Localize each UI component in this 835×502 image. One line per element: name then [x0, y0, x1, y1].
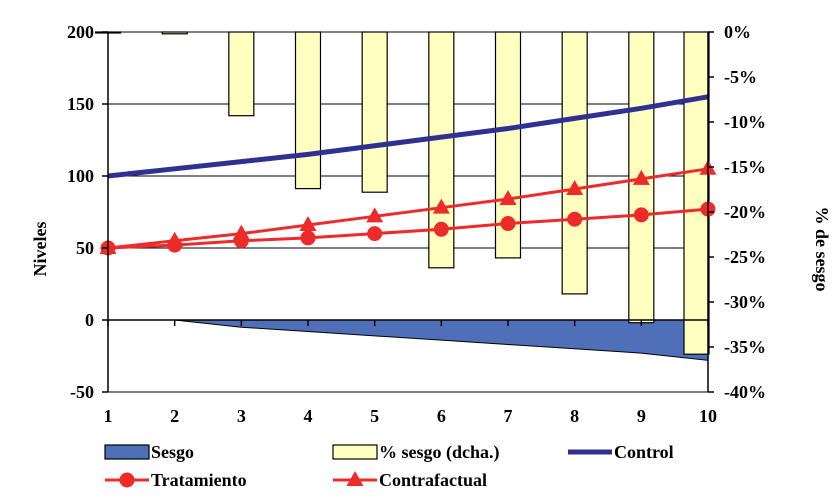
- y2-tick-label--25: -25%: [724, 247, 766, 267]
- point-tratamiento-7: [500, 216, 516, 232]
- point-contrafactual-8: [566, 179, 584, 195]
- y-tick-label-100: 100: [67, 166, 94, 186]
- legend: Sesgo % sesgo (dcha.) Control Tratamiento Co…: [104, 442, 674, 490]
- x-tick-label-7: 7: [504, 406, 513, 426]
- point-contrafactual-7: [499, 190, 517, 206]
- legend-item-control: Control: [568, 442, 674, 462]
- y2-tick-label--20: -20%: [724, 202, 766, 222]
- legend-marker-tratamiento: [119, 472, 135, 488]
- point-tratamiento-4: [300, 230, 316, 246]
- bar-pct-8: [561, 31, 588, 295]
- legend-marker-contrafactual: [346, 471, 364, 486]
- legend-item-sesgo: Sesgo: [104, 442, 194, 462]
- point-tratamiento-9: [633, 207, 649, 223]
- bar-pct-3: [228, 31, 255, 117]
- point-tratamiento-8: [567, 211, 583, 227]
- bar-layer: [94, 31, 710, 355]
- y2-tick-label--5: -5%: [724, 67, 757, 87]
- x-tick-label-9: 9: [637, 406, 646, 426]
- x-tick-label-1: 1: [104, 406, 113, 426]
- point-contrafactual-9: [632, 169, 650, 185]
- y-axis-title: Niveles: [30, 222, 50, 277]
- legend-label-contrafactual: Contrafactual: [379, 470, 487, 490]
- legend-label-control: Control: [614, 442, 674, 462]
- legend-item--sesgo-dcha: % sesgo (dcha.): [332, 442, 500, 463]
- x-tick-label-5: 5: [370, 406, 379, 426]
- x-tick-label-3: 3: [237, 406, 246, 426]
- y-tick-label-50: 50: [76, 238, 94, 258]
- y-tick-label--50: -50: [70, 382, 94, 402]
- legend-label-sesgo: Sesgo: [151, 442, 194, 462]
- line-control: [107, 94, 709, 179]
- area-layer: [108, 319, 709, 361]
- legend-swatch--sesgo-dcha: [332, 444, 378, 460]
- point-contrafactual-5: [366, 207, 384, 223]
- tick-layer: 200 150 100 50 0 -50 0% -5% -10% -15% -20% -25% -30%…: [67, 22, 766, 426]
- bar-pct-5: [361, 31, 388, 193]
- x-tick-label-6: 6: [437, 406, 446, 426]
- bar-pct-4: [294, 31, 322, 190]
- point-contrafactual-6: [432, 198, 450, 214]
- grid-layer: [108, 31, 708, 249]
- area-sesgo: [108, 319, 709, 361]
- line-tratamiento: [107, 207, 709, 250]
- point-contrafactual-3: [232, 224, 250, 240]
- y2-tick-label--35: -35%: [724, 337, 766, 357]
- y2-axis-title: % de sesgo: [812, 207, 832, 292]
- y2-tick-label-0: 0%: [724, 22, 751, 42]
- legend-item-contrafactual: Contrafactual: [333, 470, 487, 490]
- x-tick-label-4: 4: [304, 406, 313, 426]
- legend-label--sesgo-dcha: % sesgo (dcha.): [379, 442, 500, 463]
- bar-pct-2: [161, 31, 188, 35]
- x-tick-label-2: 2: [170, 406, 179, 426]
- point-contrafactual-4: [299, 215, 317, 231]
- y2-tick-label--10: -10%: [724, 112, 766, 132]
- bar-pct-10: [683, 31, 710, 355]
- point-contrafactual-2: [166, 231, 184, 247]
- y2-tick-label--30: -30%: [724, 292, 766, 312]
- point-tratamiento-5: [367, 226, 383, 242]
- line-layer: [99, 94, 717, 256]
- y2-tick-label--15: -15%: [724, 157, 766, 177]
- x-tick-label-10: 10: [699, 406, 717, 426]
- y-tick-label-150: 150: [67, 94, 94, 114]
- y-tick-label-200: 200: [67, 22, 94, 42]
- point-tratamiento-6: [433, 221, 449, 237]
- legend-swatch-sesgo: [104, 444, 150, 460]
- y2-tick-label--40: -40%: [724, 382, 766, 402]
- legend-item-tratamiento: Tratamiento: [105, 470, 247, 490]
- line-contrafactual: [107, 167, 709, 250]
- y-tick-label-0: 0: [85, 310, 94, 330]
- axis-layer: [102, 31, 714, 393]
- legend-label-tratamiento: Tratamiento: [151, 470, 247, 490]
- x-tick-label-8: 8: [570, 406, 579, 426]
